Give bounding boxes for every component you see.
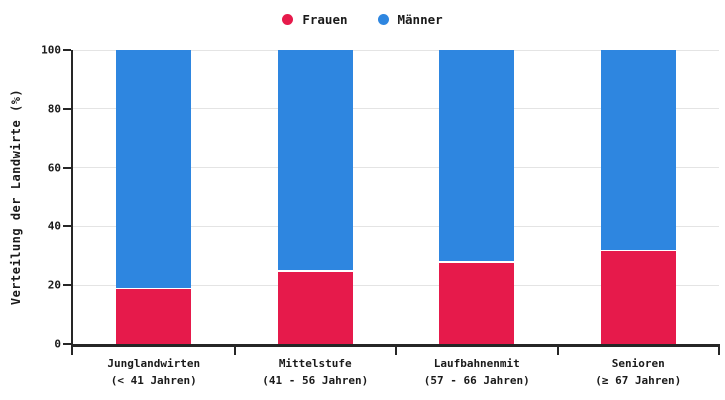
gridline bbox=[73, 49, 719, 51]
y-tick-label: 80 bbox=[47, 102, 61, 116]
y-tick-mark bbox=[63, 343, 71, 345]
x-category-name: Laufbahnenmit bbox=[433, 357, 520, 370]
legend-item-frauen: Frauen bbox=[282, 12, 348, 27]
y-tick-mark bbox=[63, 49, 71, 51]
gridline bbox=[73, 225, 719, 227]
x-boundary-tick bbox=[71, 344, 73, 355]
gridline bbox=[73, 167, 719, 169]
y-tick-label: 0 bbox=[54, 337, 61, 351]
x-category-label: Junglandwirten (< 41 Jahren) bbox=[73, 355, 235, 389]
legend-item-maenner: Männer bbox=[377, 12, 443, 27]
legend-swatch-frauen-icon bbox=[282, 14, 294, 25]
bar-segment-frauen bbox=[116, 289, 192, 344]
legend-label-frauen: Frauen bbox=[302, 12, 348, 27]
plot-area: 0 20 40 60 80 100 Junglandwirten (< 41 Jahren) M… bbox=[41, 44, 720, 387]
legend-label-maenner: Männer bbox=[397, 12, 443, 27]
gridline bbox=[73, 108, 719, 110]
y-tick-label: 60 bbox=[47, 161, 61, 175]
gridline bbox=[73, 284, 719, 286]
y-tick-mark bbox=[63, 166, 71, 169]
x-category-label: Mittelstufe (41 - 56 Jahren) bbox=[235, 355, 397, 389]
y-tick-mark bbox=[63, 284, 71, 287]
bar-segment-frauen bbox=[439, 262, 515, 344]
bar-segment-männer bbox=[600, 50, 676, 250]
bar-segment-frauen bbox=[277, 271, 353, 344]
x-category-range: (57 - 66 Jahren) bbox=[423, 374, 530, 388]
x-category-name: Mittelstufe bbox=[278, 357, 352, 370]
y-tick-label: 20 bbox=[47, 278, 61, 292]
x-category-range: (41 - 56 Jahren) bbox=[262, 374, 369, 388]
y-axis-title: Verteilung der Landwirte (%) bbox=[9, 88, 23, 306]
x-category-range: (< 41 Jahren) bbox=[110, 374, 197, 388]
x-boundary-tick bbox=[395, 344, 397, 355]
bar-segment-männer bbox=[439, 50, 515, 262]
x-boundary-tick bbox=[233, 344, 236, 355]
y-tick-mark bbox=[63, 107, 71, 110]
x-category-label: Laufbahnenmit (57 - 66 Jahren) bbox=[396, 355, 558, 389]
x-category-label: Senioren (≥ 67 Jahren) bbox=[558, 355, 720, 389]
x-category-range: (≥ 67 Jahren) bbox=[595, 374, 682, 388]
x-category-name: Senioren bbox=[611, 357, 665, 370]
y-tick-label: 100 bbox=[41, 43, 61, 57]
legend-swatch-maenner-icon bbox=[377, 14, 389, 25]
bar-segment-männer bbox=[277, 50, 353, 271]
x-category-name: Junglandwirten bbox=[107, 357, 201, 370]
legend: Frauen Männer bbox=[0, 12, 725, 27]
bar-segment-männer bbox=[116, 50, 192, 288]
y-tick-label: 40 bbox=[47, 219, 61, 233]
y-tick-mark bbox=[63, 225, 71, 228]
bar-segment-frauen bbox=[600, 251, 676, 344]
x-boundary-tick bbox=[718, 344, 720, 355]
x-boundary-tick bbox=[556, 344, 559, 355]
